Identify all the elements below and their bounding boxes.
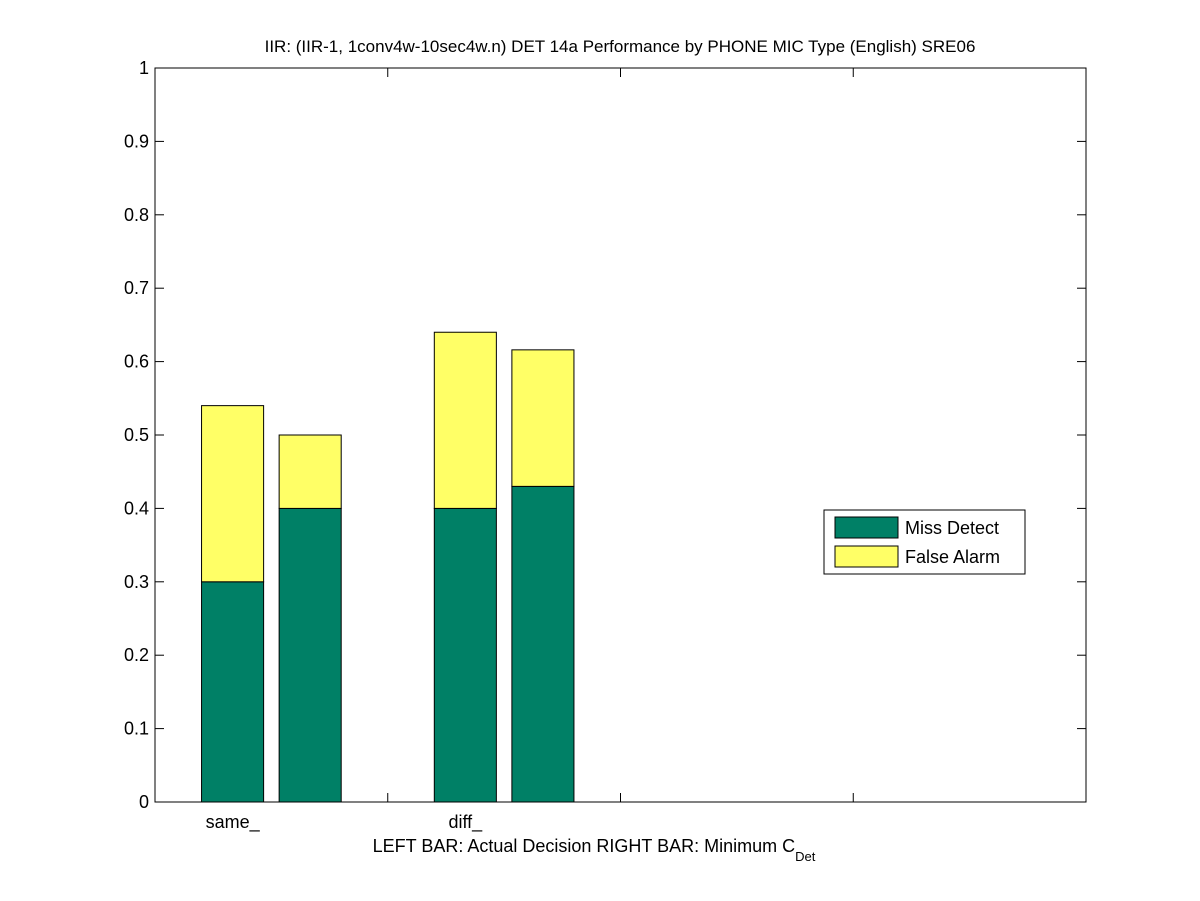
y-tick-label: 0.3 (124, 572, 149, 592)
y-tick-label: 0.8 (124, 205, 149, 225)
x-axis-label: LEFT BAR: Actual Decision RIGHT BAR: Min… (373, 836, 816, 864)
y-tick-label: 0.5 (124, 425, 149, 445)
x-category-label: diff_ (448, 812, 483, 833)
x-axis-label-main: LEFT BAR: Actual Decision RIGHT BAR: Min… (373, 836, 795, 856)
x-category-label: same_ (206, 812, 261, 833)
y-tick-label: 0.7 (124, 278, 149, 298)
plot-area: 0 0.1 0.2 0.3 0.4 0.5 0.6 0.7 0.8 0.9 1 same_ diff_ M… (124, 58, 1087, 833)
bar-miss-detect-same-actual (201, 581, 265, 803)
y-tick-label: 0.9 (124, 131, 149, 151)
x-axis-label-subscript: Det (795, 849, 816, 864)
legend-label-false-alarm: False Alarm (905, 547, 1000, 567)
legend-swatch-false-alarm (834, 545, 899, 568)
legend-label-miss-detect: Miss Detect (905, 518, 999, 538)
bar-false-alarm-diff-actual (433, 331, 497, 509)
chart-title: IIR: (IIR-1, 1conv4w-10sec4w.n) DET 14a … (265, 37, 976, 56)
bar-miss-detect-diff-minimum (511, 485, 575, 803)
bar-miss-detect-diff-actual (433, 507, 497, 803)
legend-swatch-miss-detect (834, 516, 899, 539)
bar-false-alarm-same-minimum (278, 434, 342, 509)
bar-false-alarm-diff-minimum (511, 349, 575, 487)
y-tick-label: 0 (139, 792, 149, 812)
y-tick-label: 1 (139, 58, 149, 78)
y-tick-label: 0.1 (124, 719, 149, 739)
y-tick-label: 0.4 (124, 498, 149, 518)
bar-miss-detect-same-minimum (278, 507, 342, 803)
y-tick-label: 0.2 (124, 645, 149, 665)
y-tick-label: 0.6 (124, 352, 149, 372)
bar-false-alarm-same-actual (201, 405, 265, 583)
